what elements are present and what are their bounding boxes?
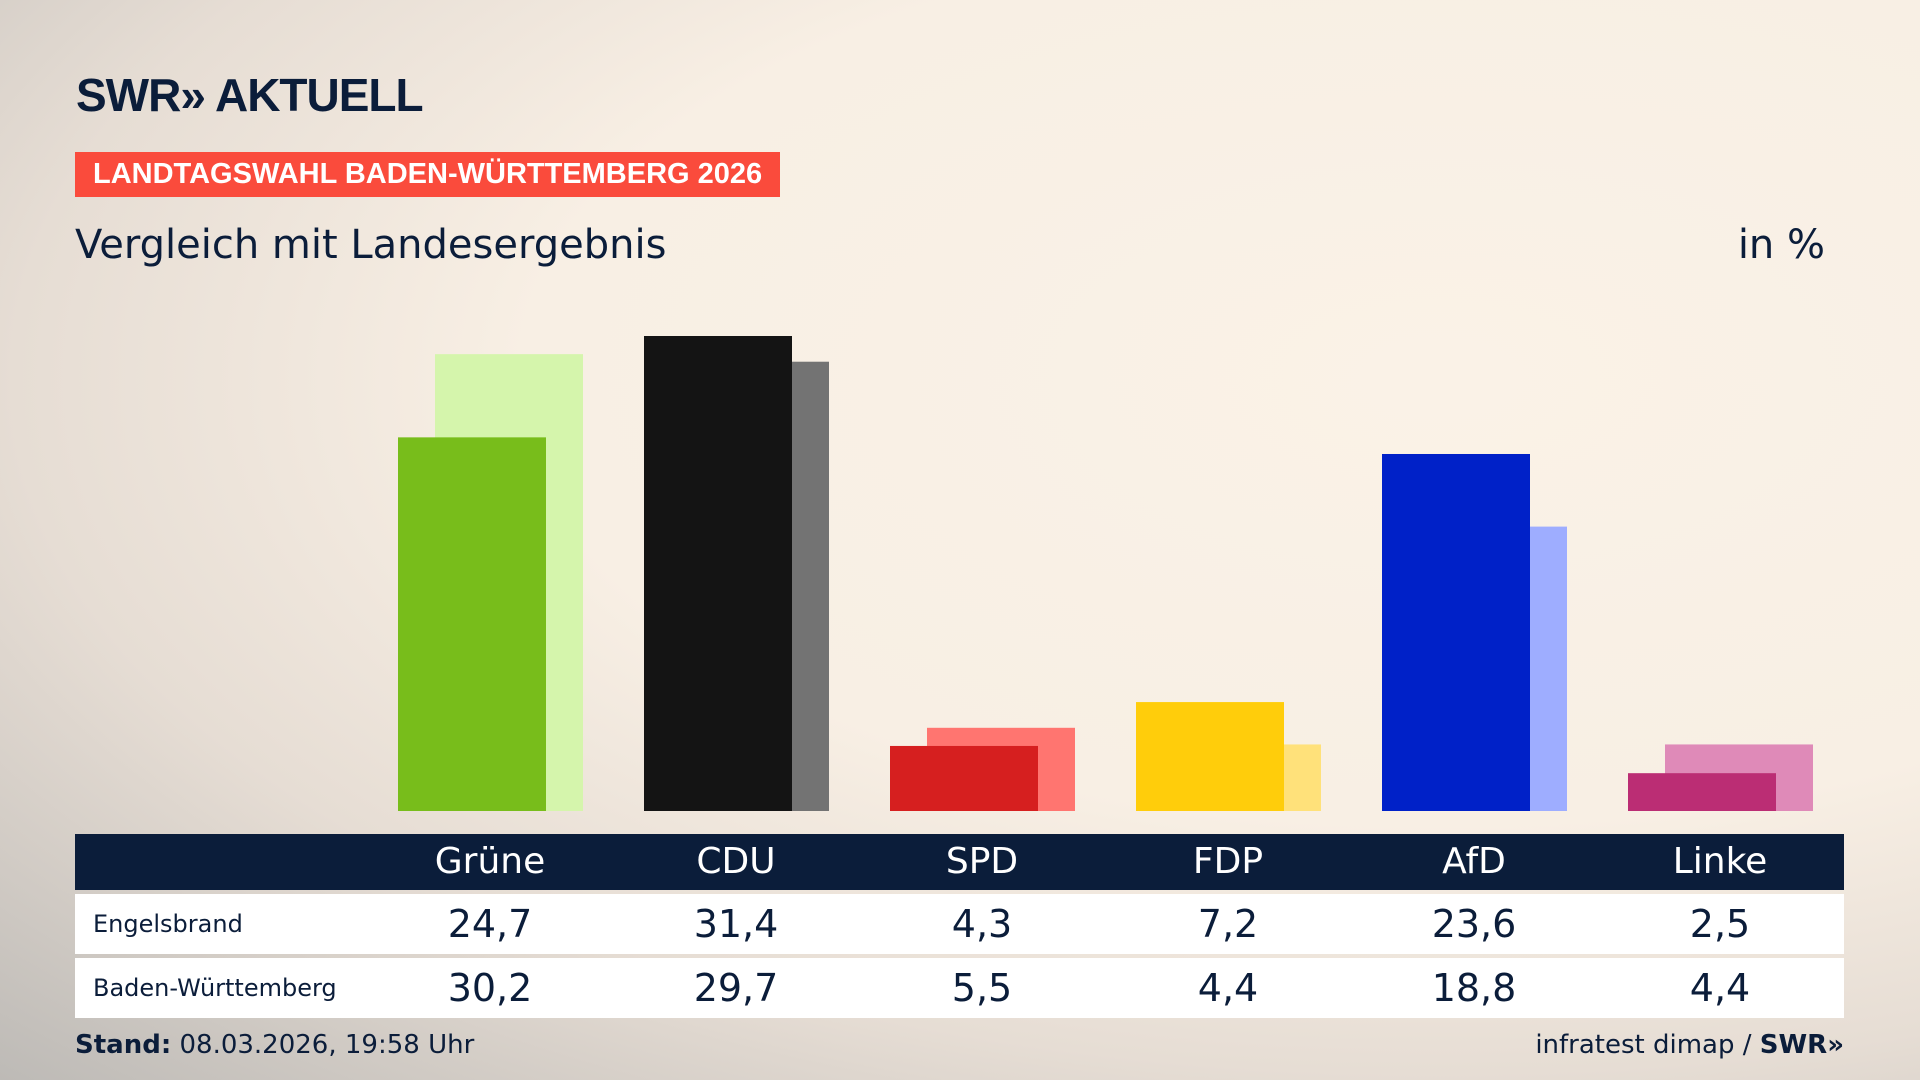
bar-local-grüne: [398, 437, 546, 811]
bar-local-afd: [1382, 453, 1530, 811]
header-fdp: FDP: [1192, 841, 1264, 882]
value-cell: 30,2: [447, 966, 533, 1010]
value-cell: 4,4: [1689, 966, 1751, 1010]
header-cdu: CDU: [696, 841, 776, 882]
swr-logo: SWR»: [1759, 1030, 1844, 1060]
bar-local-cdu: [644, 336, 792, 811]
header-spd: SPD: [945, 841, 1019, 882]
value-cell: 31,4: [693, 902, 779, 946]
table-header: Grüne CDU SPD FDP AfD Linke: [75, 834, 1844, 890]
swr-aktuell-logo: SWR» AKTUELL: [76, 69, 424, 121]
chart-subtitle: Vergleich mit Landesergebnis: [75, 222, 667, 268]
timestamp: Stand: 08.03.2026, 19:58 Uhr: [75, 1030, 474, 1060]
stand-value: 08.03.2026, 19:58 Uhr: [171, 1030, 475, 1060]
value-cell: 4,3: [951, 902, 1013, 946]
value-cell: 4,4: [1197, 966, 1259, 1010]
value-cell: 18,8: [1431, 966, 1517, 1010]
results-table: Grüne CDU SPD FDP AfD Linke Engelsbrand …: [75, 834, 1844, 1018]
stand-label: Stand:: [75, 1030, 172, 1060]
header-linke: Linke: [1672, 841, 1768, 882]
row-label: Engelsbrand: [93, 910, 243, 938]
bar-local-linke: [1628, 773, 1776, 811]
value-cell: 23,6: [1431, 902, 1517, 946]
value-cell: 29,7: [693, 966, 779, 1010]
value-cell: 24,7: [447, 902, 533, 946]
header-gruene: Grüne: [434, 841, 546, 882]
bar-local-spd: [890, 745, 1038, 811]
source: infratest dimap / SWR»: [1535, 1030, 1844, 1060]
source-text: infratest dimap /: [1535, 1030, 1760, 1060]
table-row: Engelsbrand 24,7 31,4 4,3 7,2 23,6 2,5: [75, 894, 1844, 954]
row-label: Baden-Württemberg: [93, 974, 337, 1002]
bar-chart: [398, 336, 1813, 811]
unit-label: in %: [1737, 222, 1825, 268]
value-cell: 7,2: [1197, 902, 1259, 946]
table-row: Baden-Württemberg 30,2 29,7 5,5 4,4 18,8…: [75, 958, 1844, 1018]
value-cell: 5,5: [951, 966, 1013, 1010]
header-afd: AfD: [1442, 841, 1506, 882]
value-cell: 2,5: [1689, 902, 1751, 946]
bar-local-fdp: [1136, 702, 1284, 811]
election-banner: LANDTAGSWAHL BADEN-WÜRTTEMBERG 2026: [75, 152, 781, 197]
